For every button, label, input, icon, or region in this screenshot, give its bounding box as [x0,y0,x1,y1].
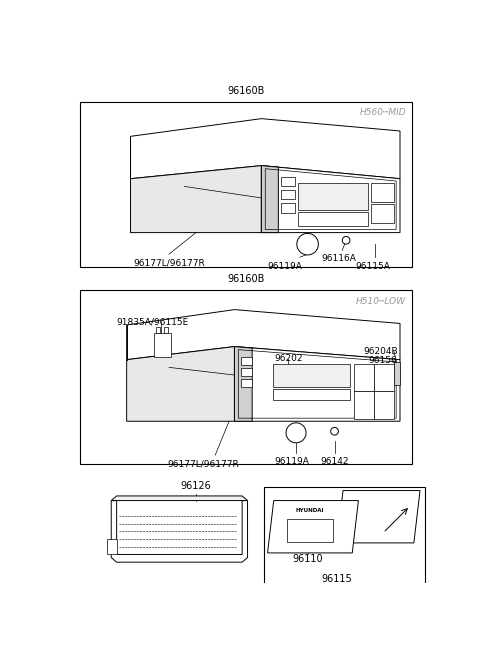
Bar [241,379,252,386]
Text: 96156: 96156 [369,356,397,365]
Bar [81,102,411,267]
Circle shape [331,428,338,435]
Bar [354,364,374,391]
Bar [371,183,394,202]
Text: 96202: 96202 [274,354,302,364]
Text: 96177L/96177R: 96177L/96177R [133,258,205,267]
Bar [281,190,295,200]
Text: 96177L/96177R: 96177L/96177R [168,460,240,469]
Polygon shape [111,496,248,500]
Bar [273,364,350,386]
Polygon shape [234,346,400,421]
Bar [264,487,425,609]
Polygon shape [337,491,420,543]
Polygon shape [131,166,262,233]
Text: 96115A: 96115A [356,262,391,271]
Circle shape [297,233,318,255]
Bar [241,358,252,365]
Bar [394,362,400,385]
Polygon shape [262,166,278,233]
Text: 96119A: 96119A [275,457,310,466]
Bar [374,391,394,419]
Polygon shape [131,119,400,179]
Polygon shape [127,310,400,360]
Text: 96115: 96115 [322,574,352,584]
Text: 91835A/96115E: 91835A/96115E [116,317,188,326]
Polygon shape [267,500,359,553]
Polygon shape [234,346,252,421]
Bar [154,333,170,358]
Polygon shape [262,166,400,233]
Bar [374,364,394,391]
Bar [299,212,368,226]
Text: H510┉LOW: H510┉LOW [356,297,406,305]
Bar [287,519,333,542]
Bar [281,203,295,213]
Polygon shape [111,500,248,562]
Bar [371,204,394,223]
Text: 96116A: 96116A [321,254,356,263]
Text: 96160B: 96160B [228,274,264,284]
Text: 96126: 96126 [180,481,211,491]
Text: 96119A: 96119A [267,262,302,271]
Polygon shape [127,346,234,421]
Text: 96160B: 96160B [228,86,264,96]
Text: H560┉MID: H560┉MID [360,108,406,117]
Bar [273,389,350,400]
Bar [241,368,252,376]
Bar [156,327,160,333]
Circle shape [342,236,350,244]
Text: 96110: 96110 [292,555,323,565]
Text: HYUNDAI: HYUNDAI [296,508,324,514]
Text: 96142: 96142 [320,457,349,466]
Bar [299,183,368,210]
Bar [81,290,411,464]
Circle shape [286,422,306,443]
Bar [164,327,168,333]
Bar [108,539,117,555]
Bar [281,177,295,187]
Bar [354,391,374,419]
Text: 96204B: 96204B [363,346,398,356]
